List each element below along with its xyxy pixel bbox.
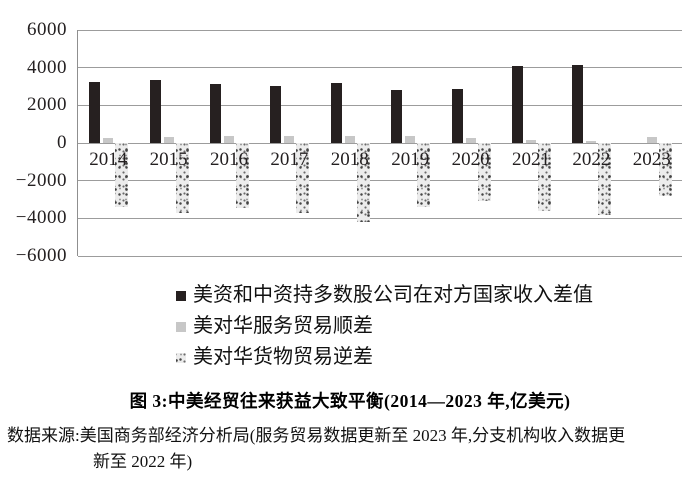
legend-label: 美资和中资持多数股公司在对方国家收入差值 (193, 284, 593, 306)
gridline (78, 255, 682, 257)
bar-2020-series-1 (465, 138, 476, 143)
bar-2015-series-2 (175, 143, 189, 213)
bar-2019-series-1 (405, 136, 416, 143)
bar-2015-series-0 (149, 79, 161, 143)
legend-item-income-difference: 美资和中资持多数股公司在对方国家收入差值 (176, 284, 593, 307)
legend-label: 美对华货物贸易逆差 (193, 346, 373, 368)
bar-2016-series-1 (224, 136, 234, 143)
y-axis-labels: 6000 4000 2000 0 −2000 −4000 −6000 (0, 0, 67, 270)
legend: 美资和中资持多数股公司在对方国家收入差值 美对华服务贸易顺差 美对华货物贸易逆差 (176, 284, 593, 369)
y-axis-tick-label: 6000 (27, 19, 67, 40)
x-axis-label: 2023 (632, 149, 671, 170)
bar-2023-series-1 (646, 137, 657, 143)
bar-2014-series-0 (89, 82, 101, 143)
legend-label: 美对华服务贸易顺差 (193, 315, 373, 337)
x-axis-label: 2022 (572, 149, 611, 170)
x-axis-label: 2018 (330, 149, 369, 170)
gridline (78, 180, 682, 182)
bar-2020-series-0 (451, 89, 463, 143)
y-axis-tick-label: −6000 (15, 245, 67, 266)
gridline (78, 67, 682, 69)
y-axis-tick-label: 4000 (27, 56, 67, 78)
bar-2018-series-2 (356, 143, 370, 223)
figure-caption: 图 3:中美经贸往来获益大致平衡(2014—2023 年,亿美元) (129, 391, 571, 411)
bar-2018-series-1 (344, 135, 355, 143)
bar-2021-series-0 (512, 66, 523, 143)
gridline (78, 217, 682, 219)
x-axis-label: 2017 (270, 149, 309, 170)
bar-2016-series-2 (236, 143, 249, 208)
bar-2019-series-2 (417, 143, 431, 207)
bar-2022-series-0 (572, 64, 584, 143)
legend-marker-black-icon (176, 290, 186, 301)
legend-marker-gray-icon (176, 321, 186, 332)
bar-2017-series-1 (284, 135, 295, 143)
x-axis-label: 2014 (89, 149, 128, 170)
legend-item-services-surplus: 美对华服务贸易顺差 (176, 315, 593, 338)
gridline (78, 142, 682, 144)
y-axis-tick-label: −4000 (15, 207, 67, 229)
bar-2018-series-0 (330, 83, 342, 143)
x-axis-label: 2020 (451, 149, 490, 170)
data-source-line-1: 数据来源:美国商务部经济分析局(服务贸易数据更新至 2023 年,分支机构收入数… (7, 426, 626, 445)
x-axis-label: 2015 (149, 149, 188, 170)
legend-marker-speckled-icon (176, 352, 186, 363)
x-axis-label: 2019 (391, 149, 430, 170)
y-axis-tick-label: 2000 (27, 94, 67, 116)
bar-2020-series-2 (477, 143, 491, 202)
bar-2014-series-1 (103, 137, 114, 143)
bar-2019-series-0 (391, 90, 403, 143)
bar-2014-series-2 (115, 143, 129, 207)
y-axis-tick-label: −2000 (15, 169, 67, 191)
bar-2022-series-1 (586, 140, 597, 143)
bar-2017-series-0 (270, 85, 282, 143)
y-axis-tick-label: 0 (57, 132, 67, 153)
bar-2021-series-1 (526, 140, 536, 143)
x-axis-label: 2021 (512, 149, 550, 170)
bar-2016-series-0 (210, 83, 221, 143)
gridline (78, 29, 682, 31)
data-source-line-2: 新至 2022 年) (93, 452, 193, 471)
bar-2021-series-2 (538, 143, 551, 211)
bar-2023-series-2 (658, 143, 672, 197)
plot-area: 2014 2015 2016 2017 2018 2019 2020 2021 2022 2023 (77, 29, 682, 257)
bar-2015-series-1 (163, 137, 174, 143)
bar-2017-series-2 (296, 143, 310, 214)
gridline (78, 104, 682, 106)
legend-item-goods-deficit: 美对华货物贸易逆差 (176, 346, 593, 369)
bar-2022-series-2 (598, 143, 612, 216)
x-axis-label: 2016 (210, 149, 248, 170)
bar-chart: 6000 4000 2000 0 −2000 −4000 −6000 2014 2015 201… (0, 0, 682, 270)
